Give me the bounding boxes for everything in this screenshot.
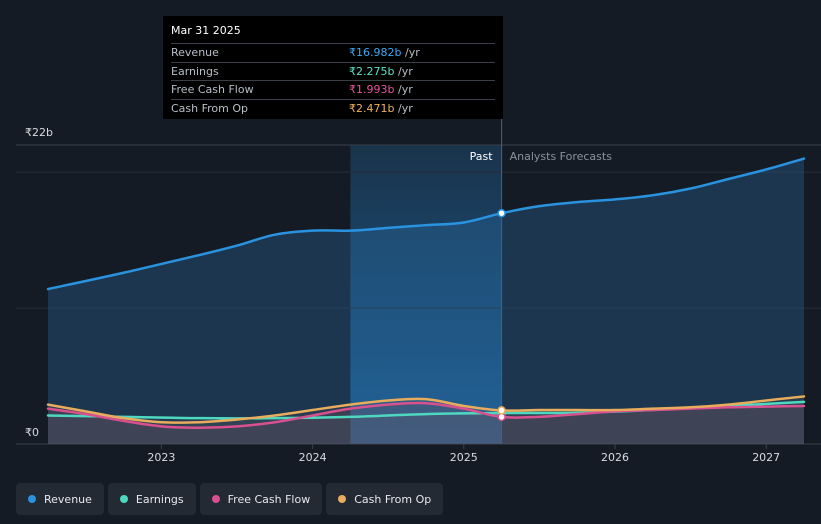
x-tick-label: 2027	[752, 451, 780, 464]
series-marker-cash-from-op	[497, 406, 506, 415]
legend-label: Free Cash Flow	[227, 492, 311, 506]
legend-dot-icon	[28, 495, 36, 503]
series-line-revenue	[46, 157, 806, 291]
tooltip-label: Cash From Op	[171, 101, 249, 115]
legend-label: Revenue	[44, 492, 92, 506]
tooltip-row-free-cash-flow: Free Cash Flow ₹1.993b /yr	[171, 80, 495, 99]
tooltip-label: Revenue	[171, 46, 219, 59]
series-area-revenue	[48, 158, 804, 444]
x-tick-label: 2025	[450, 451, 478, 464]
forecast-label: Analysts Forecasts	[510, 150, 613, 163]
x-tick-label: 2026	[601, 451, 629, 464]
tooltip-row-revenue: Revenue ₹16.982b /yr	[171, 43, 495, 62]
tooltip-unit: /yr	[404, 46, 420, 59]
y-axis-max-label: ₹22b	[25, 126, 53, 139]
past-region	[350, 145, 502, 444]
series-line-cash-from-op	[46, 395, 806, 424]
tooltip-value: ₹16.982b	[349, 46, 402, 59]
x-tick-label: 2023	[147, 451, 175, 464]
legend-label: Cash From Op	[354, 492, 432, 506]
legend-dot-icon	[211, 495, 220, 503]
tooltip-label: Earnings	[171, 64, 219, 78]
x-tick-label: 2024	[299, 451, 327, 464]
legend-label: Earnings	[135, 492, 184, 506]
legend-dot-icon	[119, 495, 128, 503]
legend-item-free-cash-flow[interactable]: Free Cash Flow	[199, 483, 323, 515]
past-label: Past	[470, 150, 494, 163]
legend-item-earnings[interactable]: Earnings	[107, 483, 196, 515]
legend: Revenue Earnings Free Cash Flow Cash Fro…	[16, 483, 447, 515]
series-area-cash-from-op	[48, 396, 804, 444]
legend-item-cash-from-op[interactable]: Cash From Op	[326, 483, 444, 515]
legend-dot-icon	[338, 495, 347, 503]
tooltip: Mar 31 2025 Revenue ₹16.982b /yr Earning…	[163, 16, 503, 119]
tooltip-value: ₹1.993b	[349, 83, 395, 96]
tooltip-unit: /yr	[397, 83, 413, 96]
tooltip-row-cash-from-op: Cash From Op ₹2.471b /yr	[171, 98, 495, 118]
chart: Past Analysts Forecasts ₹22b ₹0 2023 2024…	[16, 119, 821, 464]
tooltip-value: ₹2.275b	[349, 64, 395, 78]
y-axis-min-label: ₹0	[25, 426, 39, 439]
tooltip-label: Free Cash Flow	[171, 83, 254, 96]
tooltip-row-earnings: Earnings ₹2.275b /yr	[171, 61, 495, 81]
tooltip-date: Mar 31 2025	[171, 24, 241, 37]
tooltip-value: ₹2.471b	[349, 101, 395, 115]
series-line-free-cash-flow	[46, 401, 806, 429]
series-area-free-cash-flow	[48, 402, 804, 444]
tooltip-unit: /yr	[397, 101, 413, 115]
legend-item-revenue[interactable]: Revenue	[16, 483, 104, 515]
tooltip-unit: /yr	[397, 64, 413, 78]
series-marker-revenue	[497, 208, 506, 218]
